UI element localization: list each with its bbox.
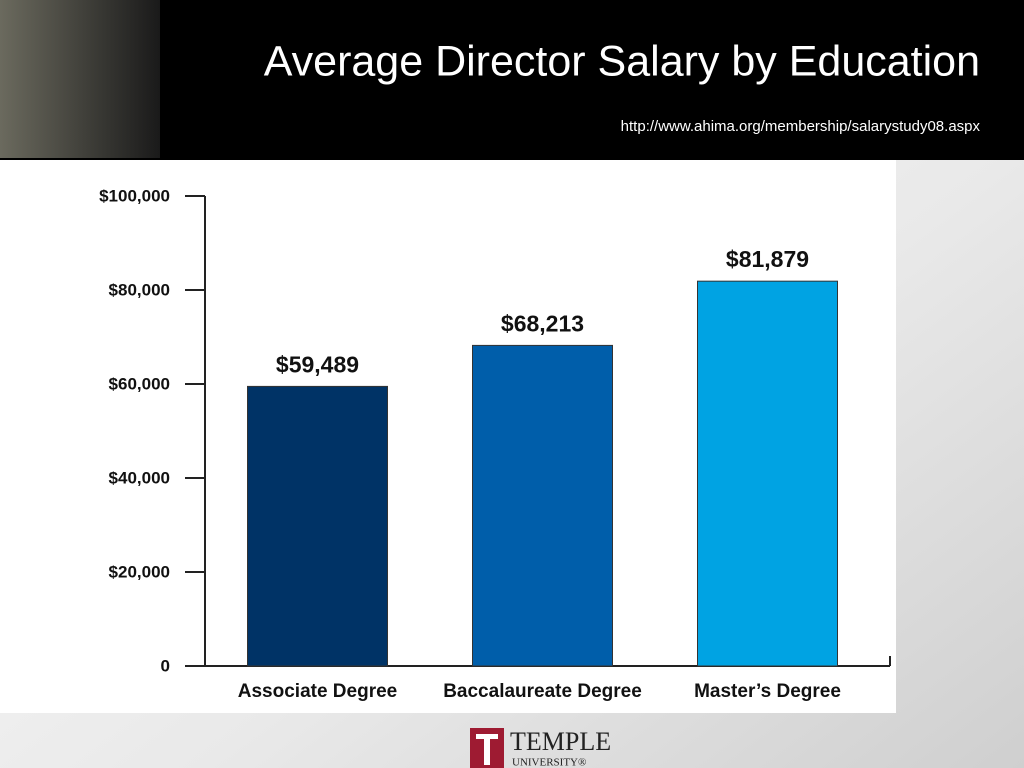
bar: [697, 280, 838, 667]
y-tick-label: $80,000: [109, 280, 170, 299]
source-url: http://www.ahima.org/membership/salaryst…: [621, 118, 981, 135]
x-tick-label: Associate Degree: [238, 681, 397, 702]
y-tick-label: $60,000: [109, 374, 170, 393]
logo-name: TEMPLE: [510, 727, 611, 756]
x-tick-label: Master’s Degree: [694, 681, 841, 702]
value-label: $59,489: [276, 351, 359, 377]
header-band: [0, 0, 1024, 160]
y-tick-label: 0: [161, 656, 170, 675]
bar: [472, 344, 613, 667]
logo: TEMPLE UNIVERSITY®: [470, 727, 611, 768]
chart-title: Average Director Salary by Education: [264, 37, 980, 85]
value-label: $81,879: [726, 246, 809, 272]
x-tick-label: Baccalaureate Degree: [443, 681, 642, 702]
logo-subname: UNIVERSITY®: [512, 757, 586, 768]
logo-mark-stem: [484, 739, 490, 765]
y-tick-label: $40,000: [109, 468, 170, 487]
y-tick-label: $20,000: [109, 562, 170, 581]
bar: [247, 385, 388, 667]
y-tick-label: $100,000: [99, 186, 170, 205]
header-image: [0, 0, 160, 158]
logo-mark-bar: [476, 734, 498, 739]
value-label: $68,213: [501, 310, 584, 336]
